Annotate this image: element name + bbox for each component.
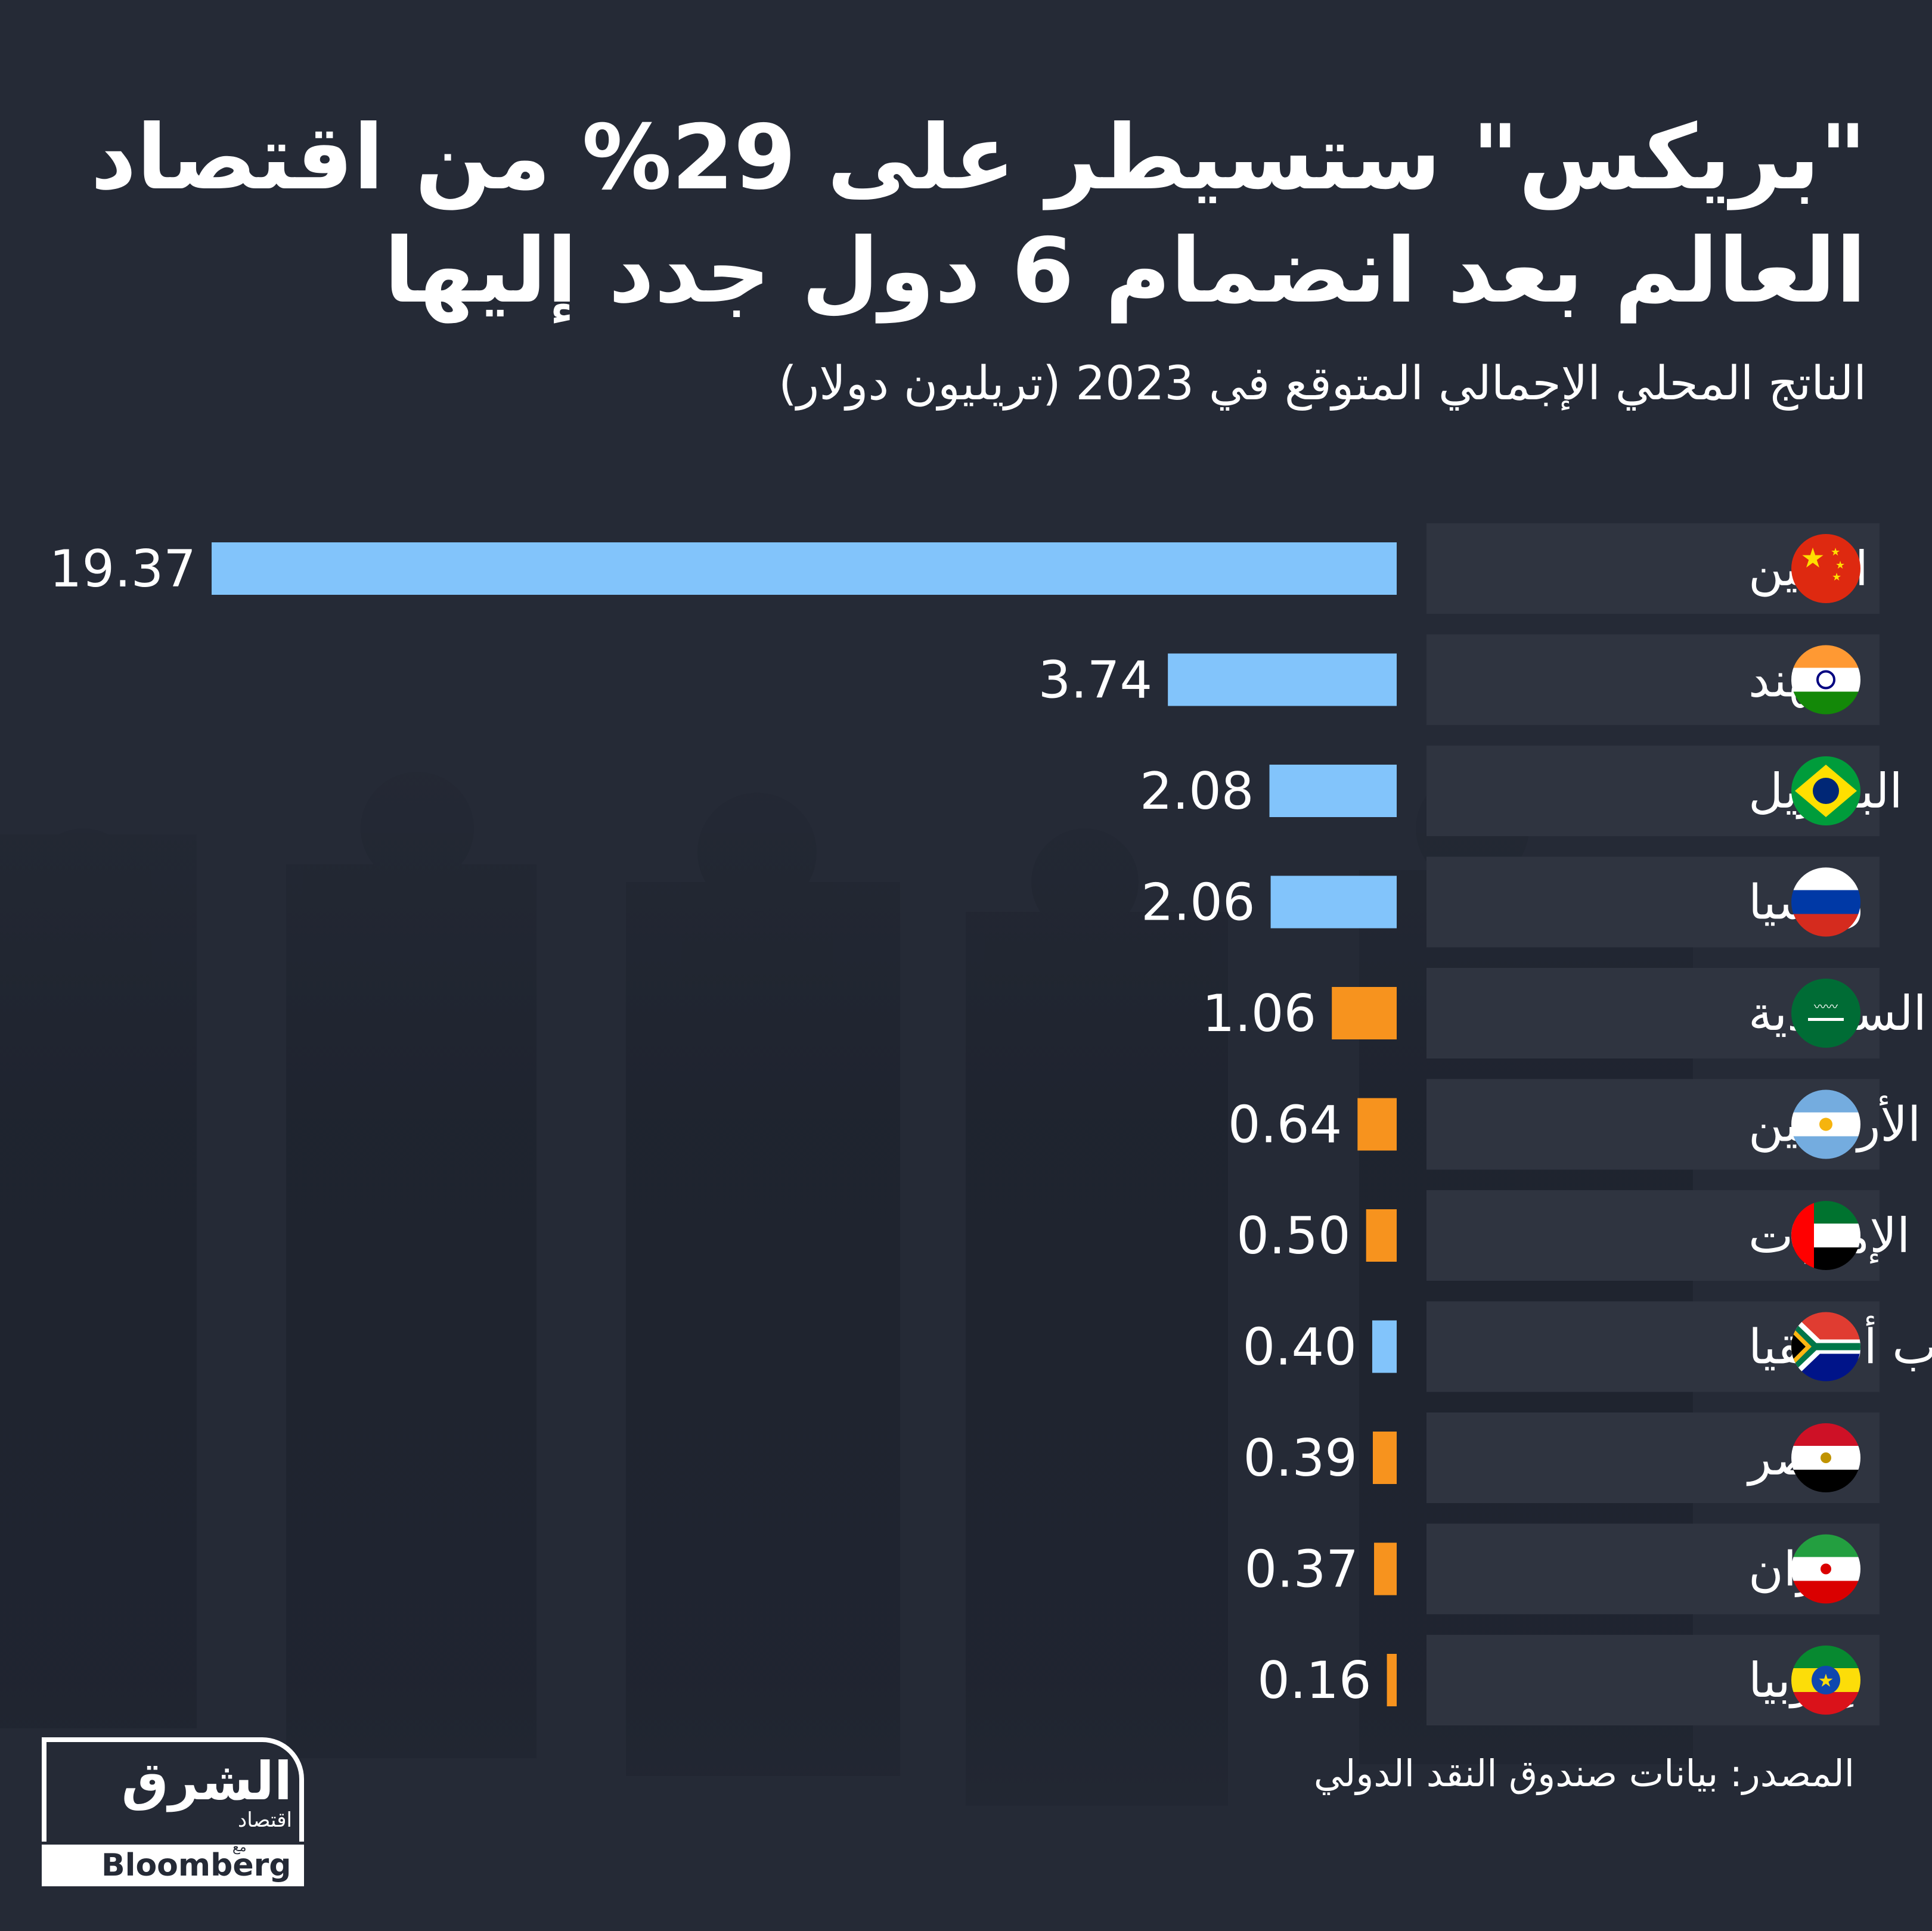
chart-title-line-2: العالم بعد انضمام 6 دول جدد إليها [384, 219, 1866, 323]
chart-subtitle: الناتج المحلي الإجمالي المتوقع في 2023 (… [779, 357, 1866, 411]
bar [212, 542, 1397, 595]
bar [1374, 1542, 1397, 1595]
svg-text:★: ★ [1835, 559, 1845, 572]
logo-frame [42, 1737, 304, 1842]
svg-text:〰〰: 〰〰 [1814, 999, 1838, 1014]
asharq-bloomberg-logo: الشرق اقتصاد Bloomberg مع [42, 1737, 304, 1886]
egypt-flag-icon [1791, 1423, 1860, 1492]
logo-partner-text: Bloomberg [42, 1845, 304, 1886]
bar-value-label: 3.74 [1038, 651, 1152, 710]
bar [1372, 1320, 1397, 1373]
brazil-flag-icon [1791, 756, 1860, 825]
bar [1387, 1654, 1397, 1706]
logo-main-text: الشرق [121, 1750, 292, 1812]
bar [1270, 876, 1397, 929]
source-note: المصدر: بيانات صندوق النقد الدولي [1313, 1752, 1855, 1795]
bar [1269, 765, 1397, 817]
bar-value-label: 0.16 [1257, 1651, 1371, 1710]
china-flag-icon: ★ ★★★ [1791, 534, 1860, 603]
bar [1168, 653, 1397, 706]
svg-text:★: ★ [1800, 542, 1825, 574]
bar-value-label: 0.50 [1236, 1206, 1350, 1266]
logo-sub-text: اقتصاد [238, 1808, 292, 1832]
bar [1357, 1098, 1397, 1151]
bar [1366, 1209, 1397, 1262]
svg-text:★: ★ [1832, 571, 1841, 583]
svg-text:★: ★ [1831, 546, 1840, 558]
bar-value-label: 0.40 [1242, 1318, 1356, 1377]
bar-value-label: 2.06 [1141, 873, 1255, 933]
bar-value-label: 0.39 [1243, 1429, 1357, 1488]
bar-value-label: 2.08 [1140, 762, 1254, 821]
bar [1332, 987, 1397, 1039]
bar-value-label: 1.06 [1202, 984, 1316, 1044]
bar-value-label: 0.64 [1228, 1095, 1342, 1155]
logo-with-text: مع [232, 1840, 247, 1855]
chart-title-line-1: "بريكس" ستسيطر على 29% من اقتصاد [91, 106, 1866, 210]
bar-value-label: 19.37 [49, 539, 196, 599]
bar [1372, 1432, 1397, 1484]
bar-value-label: 0.37 [1245, 1540, 1359, 1600]
svg-text:★: ★ [1818, 1671, 1834, 1691]
saudi-flag-icon: 〰〰 [1791, 979, 1860, 1048]
